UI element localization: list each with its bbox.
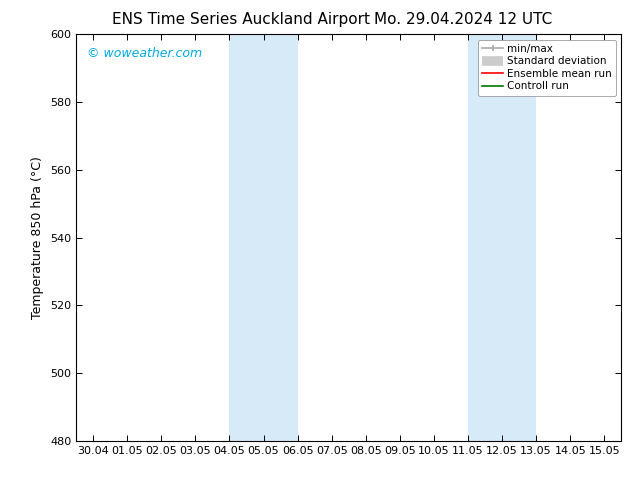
Text: Mo. 29.04.2024 12 UTC: Mo. 29.04.2024 12 UTC (373, 12, 552, 27)
Text: © woweather.com: © woweather.com (87, 47, 202, 59)
Legend: min/max, Standard deviation, Ensemble mean run, Controll run: min/max, Standard deviation, Ensemble me… (478, 40, 616, 96)
Text: ENS Time Series Auckland Airport: ENS Time Series Auckland Airport (112, 12, 370, 27)
Bar (468, 34, 536, 441)
Y-axis label: Temperature 850 hPa (°C): Temperature 850 hPa (°C) (32, 156, 44, 319)
Bar (230, 34, 297, 441)
